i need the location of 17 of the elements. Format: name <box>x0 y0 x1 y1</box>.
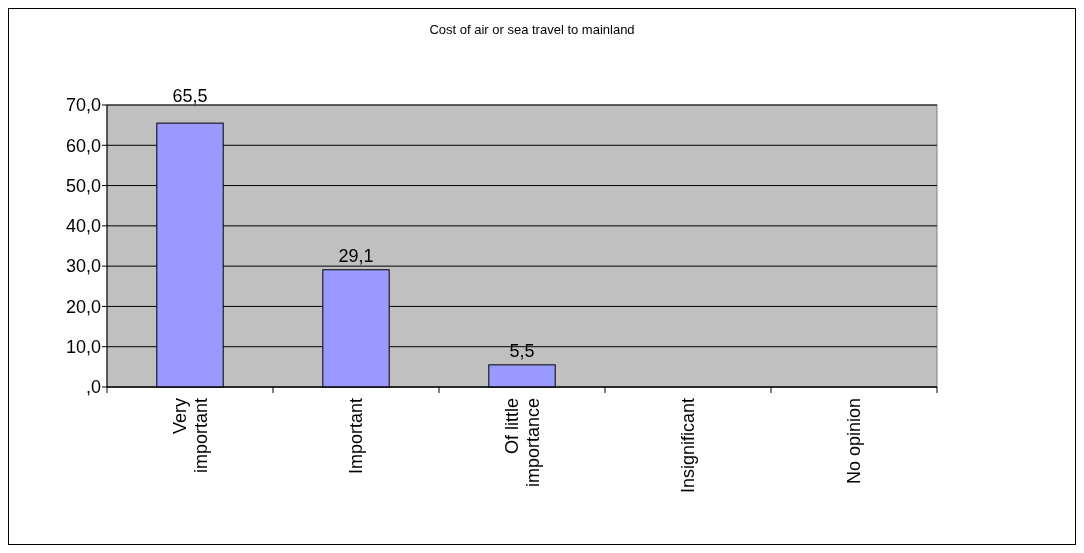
x-tick-label: No opinion <box>844 398 865 485</box>
y-tick-label: 40,0 <box>65 216 101 237</box>
y-tick-label: 10,0 <box>65 337 101 358</box>
y-tick-label: ,0 <box>85 377 101 398</box>
y-tick-label: 50,0 <box>65 175 101 196</box>
y-tick-label: 20,0 <box>65 296 101 317</box>
chart-title: Cost of air or sea travel to mainland <box>429 22 635 37</box>
y-tick-label: 30,0 <box>65 256 101 277</box>
data-label: 65,5 <box>172 86 208 106</box>
y-tick-label: 70,0 <box>65 95 101 116</box>
x-tick-label: Very important <box>169 398 211 474</box>
data-label: 29,1 <box>338 245 374 266</box>
x-tick-label: Of little importance <box>501 398 543 488</box>
data-label: 5,5 <box>509 340 535 361</box>
y-tick-label: 60,0 <box>65 135 101 156</box>
x-tick-label: Insignificant <box>678 398 699 494</box>
x-tick-label: Important <box>346 398 367 475</box>
